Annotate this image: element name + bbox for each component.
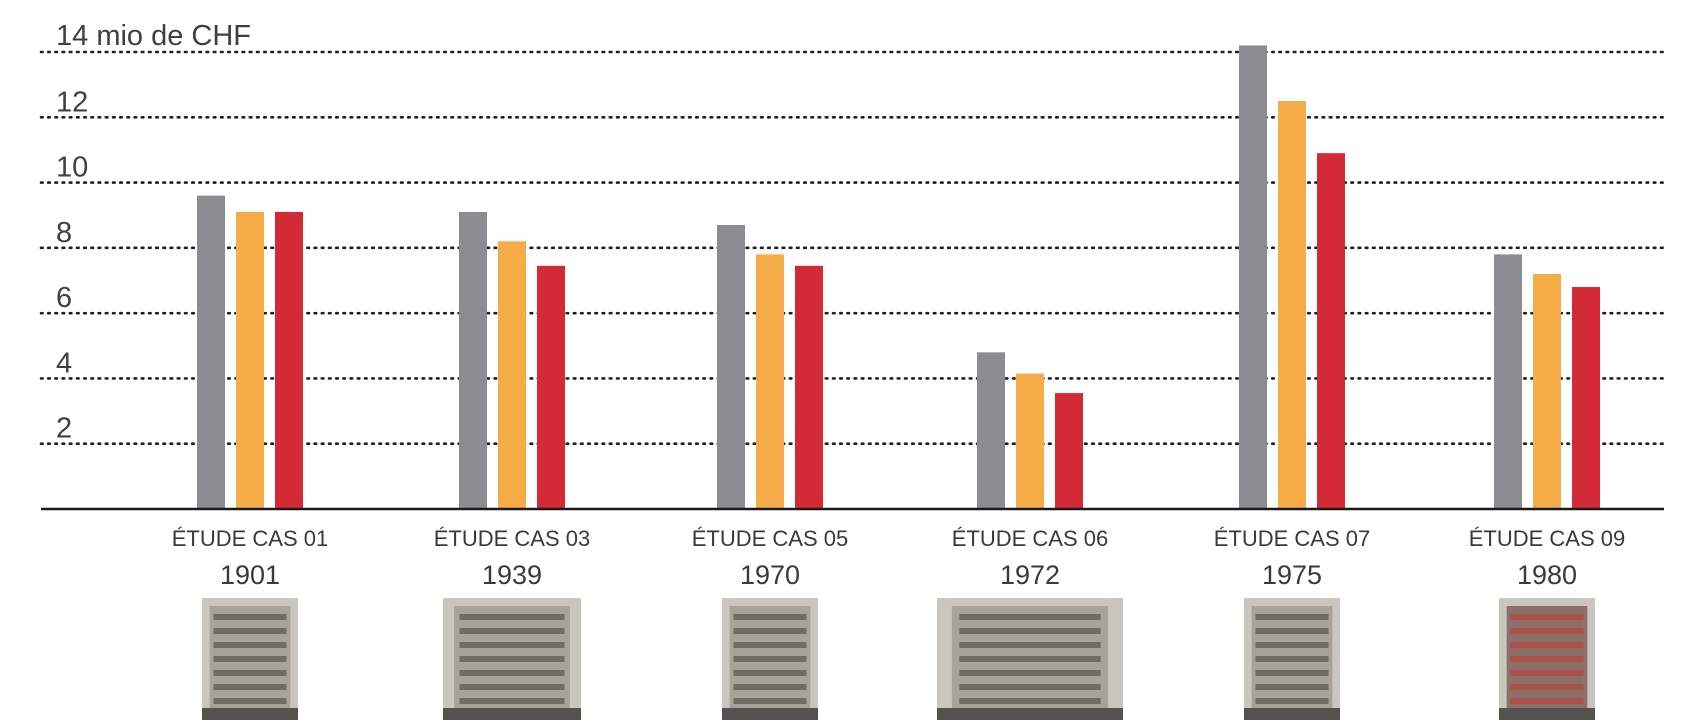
x-category-label: ÉTUDE CAS 06 bbox=[952, 526, 1109, 551]
grid-lines bbox=[39, 50, 1666, 446]
bar-grey-5 bbox=[1239, 45, 1267, 509]
bar-orange-3 bbox=[756, 254, 784, 509]
y-tick-label: 10 bbox=[56, 152, 88, 184]
bar-orange-1 bbox=[236, 211, 264, 509]
y-tick-label: 8 bbox=[56, 217, 72, 249]
bar-grey-2 bbox=[459, 211, 487, 509]
x-category-label: ÉTUDE CAS 03 bbox=[434, 526, 591, 551]
x-category-label: ÉTUDE CAS 09 bbox=[1469, 526, 1626, 551]
building-photo bbox=[937, 598, 1123, 720]
bar-orange-4 bbox=[1016, 373, 1044, 509]
bar-orange-2 bbox=[498, 241, 526, 510]
bar-red-2 bbox=[537, 265, 565, 509]
bar-red-1 bbox=[275, 211, 303, 509]
x-year-label: 1975 bbox=[1262, 560, 1322, 590]
x-year-label: 1980 bbox=[1517, 560, 1577, 590]
y-tick-label: 2 bbox=[56, 413, 72, 445]
y-tick-label: 6 bbox=[56, 282, 72, 314]
x-year-label: 1901 bbox=[220, 560, 280, 590]
x-category-label: ÉTUDE CAS 05 bbox=[692, 526, 849, 551]
bar-red-6 bbox=[1572, 287, 1600, 509]
x-year-label: 1970 bbox=[740, 560, 800, 590]
building-photo bbox=[443, 598, 581, 720]
bar-grey-1 bbox=[197, 195, 225, 509]
building-photo bbox=[1499, 598, 1595, 720]
x-year-label: 1972 bbox=[1000, 560, 1060, 590]
bar-grey-6 bbox=[1494, 254, 1522, 509]
y-axis-ticks: 2 4 6 8 10 12 bbox=[56, 86, 88, 444]
y-tick-label: 12 bbox=[56, 86, 88, 118]
bars bbox=[197, 45, 1600, 510]
x-category-label: ÉTUDE CAS 07 bbox=[1214, 526, 1371, 551]
bar-orange-6 bbox=[1533, 273, 1561, 509]
building-photo bbox=[202, 598, 298, 720]
x-category-label: ÉTUDE CAS 01 bbox=[172, 526, 329, 551]
bar-red-3 bbox=[795, 265, 823, 509]
building-photo bbox=[1244, 598, 1340, 720]
bar-red-4 bbox=[1055, 393, 1083, 509]
y-tick-label: 4 bbox=[56, 347, 72, 379]
building-photos bbox=[202, 598, 1595, 720]
y-axis-unit-label: 14 mio de CHF bbox=[56, 20, 251, 52]
building-photo bbox=[722, 598, 818, 720]
bar-red-5 bbox=[1317, 153, 1345, 509]
bar-orange-5 bbox=[1278, 100, 1306, 509]
bar-grey-3 bbox=[717, 225, 745, 509]
bar-grey-4 bbox=[977, 352, 1005, 509]
x-year-label: 1939 bbox=[482, 560, 542, 590]
x-axis-labels: ÉTUDE CAS 01 1901 ÉTUDE CAS 03 1939 ÉTUDE CA… bbox=[172, 526, 1626, 590]
